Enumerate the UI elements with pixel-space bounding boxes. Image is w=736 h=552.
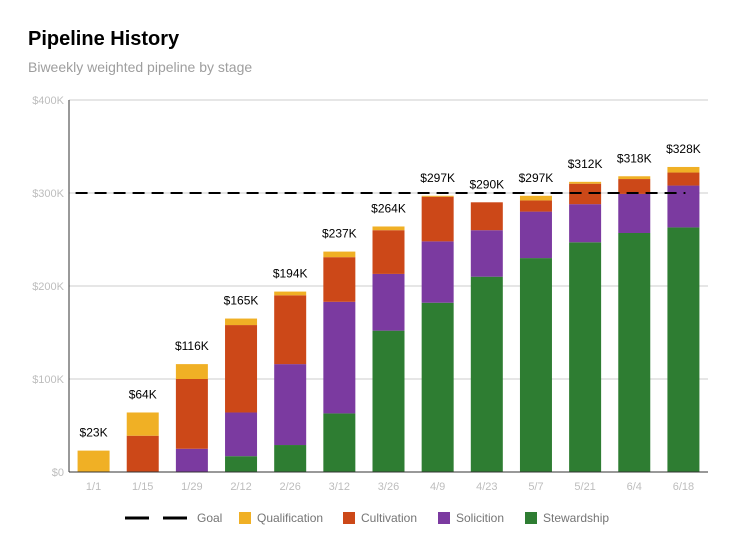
bar-segment-qualification [274,291,307,296]
bar-segment-cultivation [372,230,405,274]
bar-segment-stewardship [667,227,700,472]
bar-segment-qualification [225,318,258,326]
x-tick-label: 5/21 [574,481,595,493]
bar-total-label: $318K [617,151,652,165]
bar-total-label: $116K [175,339,209,353]
x-tick-label: 1/1 [86,481,101,493]
bar-segment-solicition [618,193,651,233]
bar-segment-cultivation [519,200,552,212]
bar-segment-qualification [618,176,651,180]
y-tick-label: $300K [32,188,64,200]
bar-segment-stewardship [569,242,602,472]
x-tick-label: 1/15 [132,481,153,493]
bar-segment-stewardship [372,330,405,472]
bar-segment-qualification [421,195,454,197]
x-tick-label: 1/29 [181,481,202,493]
bar-segment-qualification [323,251,356,258]
bar-segment-cultivation [323,257,356,302]
bar-segment-solicition [372,273,405,331]
bar-segment-solicition [470,230,503,277]
bar-total-label: $165K [224,294,259,308]
bar-total-label: $328K [666,142,701,156]
bar-segment-stewardship [323,413,356,472]
bar-total-label: $237K [322,227,357,241]
legend-swatch-qualification [239,512,251,524]
bar-segment-stewardship [225,456,258,472]
legend-label-solicition: Solicition [456,511,505,525]
x-tick-label: 5/7 [528,481,543,493]
bar-segment-cultivation [421,196,454,242]
bar-segment-stewardship [421,302,454,472]
bar-total-label: $194K [273,267,308,281]
x-tick-label: 3/12 [329,481,350,493]
x-tick-label: 2/26 [279,481,300,493]
bar-segment-solicition [323,301,356,414]
bar-segment-stewardship [618,232,651,472]
bar-segment-cultivation [274,295,307,365]
bar-segment-cultivation [225,325,258,413]
bar-segment-qualification [569,181,602,184]
chart-title: Pipeline History [28,28,180,50]
y-tick-label: $400K [32,95,64,107]
bar-segment-solicition [175,448,208,472]
legend-item-qualification: Qualification [239,508,323,528]
bar-total-label: $290K [469,177,504,191]
chart-legend: Goal Qualification Cultivation Solicitio… [0,508,736,528]
legend-swatch-solicition [438,512,450,524]
bar-segment-cultivation [175,379,208,449]
legend-goal-line [125,516,189,520]
bar-segment-qualification [126,412,159,436]
legend-label-qualification: Qualification [257,511,324,525]
y-tick-label: $100K [32,374,64,386]
bar-segment-cultivation [126,435,159,472]
bar-segment-solicition [519,211,552,259]
legend-item-solicition: Solicition [438,508,504,528]
bar-segment-solicition [274,364,307,446]
chart-subtitle: Biweekly weighted pipeline by stage [28,59,253,75]
legend-item-stewardship: Stewardship [525,508,609,528]
bar-segment-qualification [519,195,552,201]
bar-segment-qualification [77,450,110,472]
bar-segment-qualification [667,166,700,173]
bar-total-label: $23K [80,426,108,440]
bar-segment-cultivation [470,202,503,231]
legend-label-cultivation: Cultivation [361,511,418,525]
bar-segment-solicition [569,204,602,243]
x-tick-label: 4/9 [430,481,445,493]
legend-label-goal: Goal [197,511,223,525]
y-tick-label: $200K [32,281,64,293]
bar-segment-cultivation [667,172,700,186]
legend-item-cultivation: Cultivation [343,508,417,528]
bar-segment-stewardship [519,258,552,472]
x-tick-label: 6/18 [673,481,694,493]
pipeline-chart: $0 $100K $200K $300K $400K $23K 1/1 $64K 1/15 $11… [32,95,708,493]
bar-segment-qualification [372,226,405,231]
bar-segment-qualification [175,364,208,379]
bar-total-label: $312K [568,157,603,171]
x-tick-label: 3/26 [378,481,399,493]
bar-segment-stewardship [274,445,307,472]
legend-swatch-stewardship [525,512,537,524]
bar-segment-cultivation [618,179,651,194]
bar-segment-stewardship [470,276,503,472]
bar-segment-solicition [225,412,258,457]
bar-segment-solicition [421,241,454,303]
legend-swatch-cultivation [343,512,355,524]
x-tick-label: 2/12 [230,481,251,493]
x-tick-label: 6/4 [627,481,642,493]
bar-segment-solicition [667,185,700,228]
y-tick-label: $0 [52,467,64,479]
x-tick-label: 4/23 [476,481,497,493]
bar-total-label: $64K [129,387,157,401]
bar-total-label: $264K [371,201,406,215]
bar-total-label: $297K [519,171,554,185]
bar-total-label: $297K [420,171,455,185]
legend-item-goal: Goal [125,508,222,528]
legend-label-stewardship: Stewardship [543,511,610,525]
bar-segment-cultivation [569,183,602,205]
